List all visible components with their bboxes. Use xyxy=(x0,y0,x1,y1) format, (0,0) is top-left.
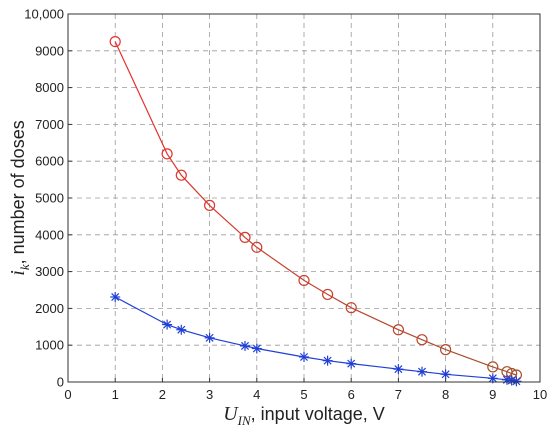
series-2-point xyxy=(393,364,404,375)
series-2-line xyxy=(114,296,517,382)
series-1-point xyxy=(109,35,121,48)
series-1-line xyxy=(114,41,517,376)
series-2-point xyxy=(511,376,522,387)
series-2-point xyxy=(240,340,250,351)
y-tick-label: 4000 xyxy=(35,227,64,242)
x-tick-label: 3 xyxy=(206,387,213,402)
y-tick-label: 3000 xyxy=(35,264,64,279)
series-2-point xyxy=(440,369,451,380)
x-tick-label: 6 xyxy=(348,387,355,402)
star-stroke xyxy=(394,365,403,374)
star-stroke xyxy=(512,377,521,386)
x-axis-title: UIN, input voltage, V xyxy=(223,403,385,428)
x-tick-label: 0 xyxy=(64,387,71,402)
series-1-point xyxy=(392,324,404,336)
series-2-point xyxy=(299,351,309,362)
y-tick-label: 2000 xyxy=(35,301,64,316)
series-2-point xyxy=(251,343,262,354)
series-1-point xyxy=(239,231,251,243)
star-stroke xyxy=(163,320,172,329)
x-tick-label: 5 xyxy=(300,387,307,402)
y-tick-label: 0 xyxy=(57,375,64,390)
series-1-point xyxy=(322,288,334,301)
star-stroke xyxy=(177,325,186,334)
x-tick-label: 7 xyxy=(395,387,402,402)
star-stroke xyxy=(417,367,427,376)
tick-labels: 0 1 2 3 4 5 6 7 8 9 10 0 1000 2000 3000 4000 5000 6000 700… xyxy=(24,7,547,403)
x-tick-label: 9 xyxy=(489,387,496,402)
x-tick-label: 10 xyxy=(533,387,547,402)
star-stroke xyxy=(347,359,356,368)
y-tick-label: 9000 xyxy=(35,43,64,58)
series-1-point xyxy=(251,241,263,253)
series-1-point xyxy=(298,274,310,287)
y-tick-label: 7000 xyxy=(35,117,64,132)
star-stroke xyxy=(205,333,214,342)
series-1-point xyxy=(204,199,216,211)
series-2-point xyxy=(176,324,187,335)
plot-frame xyxy=(67,13,541,383)
series-2-point xyxy=(162,319,173,330)
star-stroke xyxy=(111,292,120,302)
x-tick-label: 4 xyxy=(253,387,260,402)
series-1-point xyxy=(440,344,452,356)
series-1-point xyxy=(345,302,357,314)
series-2-point xyxy=(346,358,357,369)
series-layer xyxy=(109,35,523,387)
star-stroke xyxy=(441,370,450,379)
series-1-point xyxy=(487,361,499,373)
y-tick-label: 6000 xyxy=(35,154,64,169)
x-tick-label: 1 xyxy=(112,387,119,402)
star-stroke xyxy=(488,374,497,383)
series-2-point xyxy=(322,355,333,366)
series-2-point xyxy=(204,332,215,343)
y-tick-label: 1000 xyxy=(35,338,64,353)
y-axis-title: ik, number of doses xyxy=(7,120,32,275)
grid xyxy=(67,13,541,383)
star-stroke xyxy=(252,344,261,353)
star-stroke xyxy=(323,356,332,365)
series-1-point xyxy=(175,169,187,181)
star-stroke xyxy=(240,341,250,350)
series-2-point xyxy=(417,366,427,377)
series-2-point xyxy=(110,291,121,302)
y-tick-label: 5000 xyxy=(35,191,64,206)
x-tick-label: 8 xyxy=(442,387,449,402)
series-1-point xyxy=(161,148,173,160)
x-tick-label: 2 xyxy=(159,387,166,402)
series-1-point xyxy=(416,334,428,346)
star-stroke xyxy=(299,352,309,362)
y-tick-label: 10,000 xyxy=(24,7,64,22)
y-tick-label: 8000 xyxy=(35,80,64,95)
